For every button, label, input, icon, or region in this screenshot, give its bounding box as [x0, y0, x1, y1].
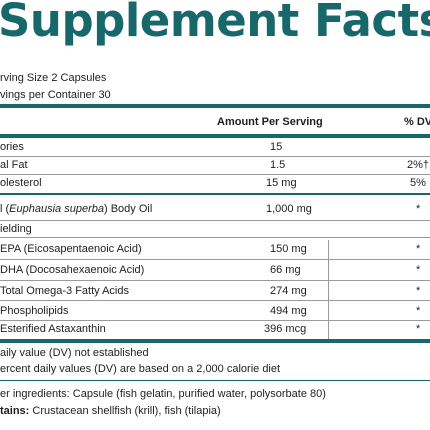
nutrient-name: Total Omega-3 Fatty Acids [0, 285, 129, 297]
nutrient-row-omega-3: Total Omega-3 Fatty Acids 274 mg * [0, 282, 430, 300]
nutrient-row-dha: DHA (Docosahexaenoic Acid) 66 mg * [0, 261, 430, 279]
row-divider [0, 174, 430, 175]
servings-per-container: vings per Container 30 [0, 89, 111, 101]
nutrient-amount: 494 mg [270, 305, 307, 317]
nutrient-dv: 5% [410, 177, 426, 189]
daily-value-header: % DV [404, 116, 430, 128]
nutrient-name: Phospholipids [0, 305, 69, 317]
bottom-thick-rule [0, 339, 430, 343]
nutrient-dv: * [416, 285, 421, 297]
nutrient-amount: 15 [270, 141, 283, 153]
nutrient-dv: * [416, 323, 421, 335]
nutrient-name: DHA (Docosahexaenoic Acid) [0, 264, 145, 276]
nutrient-name: al Fat [0, 159, 28, 171]
row-divider [0, 280, 430, 281]
row-divider [0, 300, 430, 301]
row-divider [0, 220, 430, 221]
panel-title: Supplement Facts [0, 0, 430, 47]
nutrient-name: EPA (Eicosapentaenoic Acid) [0, 243, 142, 255]
nutrient-dv: * [416, 203, 421, 215]
nutrient-name: ories [0, 141, 24, 153]
header-thick-rule [0, 134, 430, 138]
nutrient-row-yielding: ielding [0, 220, 430, 238]
nutrient-name: olesterol [0, 177, 42, 189]
row-divider [0, 259, 430, 260]
footnote-percent-dv: ercent daily values (DV) are based on a … [0, 363, 281, 375]
section-divider [0, 193, 430, 195]
nutrient-amount: 150 mg [270, 243, 307, 255]
nutrient-amount: 396 mcg [264, 323, 307, 335]
row-divider [0, 237, 430, 238]
nutrient-amount: 1,000 mg [266, 203, 312, 215]
nutrient-dv: * [416, 305, 421, 317]
allergen-statement: tains: Crustacean shellfish (krill), fis… [0, 405, 221, 417]
nutrient-dv: 2%† [407, 159, 430, 171]
nutrient-amount: 1.5 [270, 159, 286, 171]
row-divider [0, 156, 430, 157]
row-divider [0, 320, 430, 321]
nutrient-row-krill-oil: l (Euphausia superba) Body Oil 1,000 mg … [0, 200, 430, 218]
nutrient-name: l (Euphausia superba) Body Oil [0, 203, 153, 215]
nutrient-name: ielding [0, 223, 32, 235]
nutrient-row-cholesterol: olesterol 15 mg 5% [0, 174, 430, 192]
amount-per-serving-header: Amount Per Serving [217, 116, 323, 128]
nutrient-row-total-fat: al Fat 1.5 2%† [0, 156, 430, 174]
footer-divider [0, 380, 430, 381]
nutrient-row-phospholipids: Phospholipids 494 mg * [0, 302, 430, 320]
contains-label: tains: [0, 405, 30, 417]
nutrient-amount: 274 mg [270, 285, 307, 297]
top-thick-rule [0, 104, 430, 108]
column-divider [328, 240, 329, 339]
other-ingredients: er ingredients: Capsule (fish gelatin, p… [0, 388, 326, 400]
nutrient-dv: * [416, 243, 421, 255]
serving-size: rving Size 2 Capsules [0, 72, 107, 84]
nutrient-row-astaxanthin: Esterified Astaxanthin 396 mcg * [0, 320, 430, 338]
contains-text: Crustacean shellfish (krill), fish (tila… [29, 405, 221, 417]
nutrient-row-epa: EPA (Eicosapentaenoic Acid) 150 mg * [0, 240, 430, 258]
nutrient-row-calories: ories 15 [0, 138, 430, 156]
species-name: Euphausia superba [9, 203, 104, 215]
footnote-dv-not-established: aily value (DV) not established [0, 347, 149, 359]
nutrient-name: Esterified Astaxanthin [0, 323, 106, 335]
nutrient-amount: 15 mg [266, 177, 297, 189]
nutrient-dv: * [416, 264, 421, 276]
nutrient-amount: 66 mg [270, 264, 301, 276]
